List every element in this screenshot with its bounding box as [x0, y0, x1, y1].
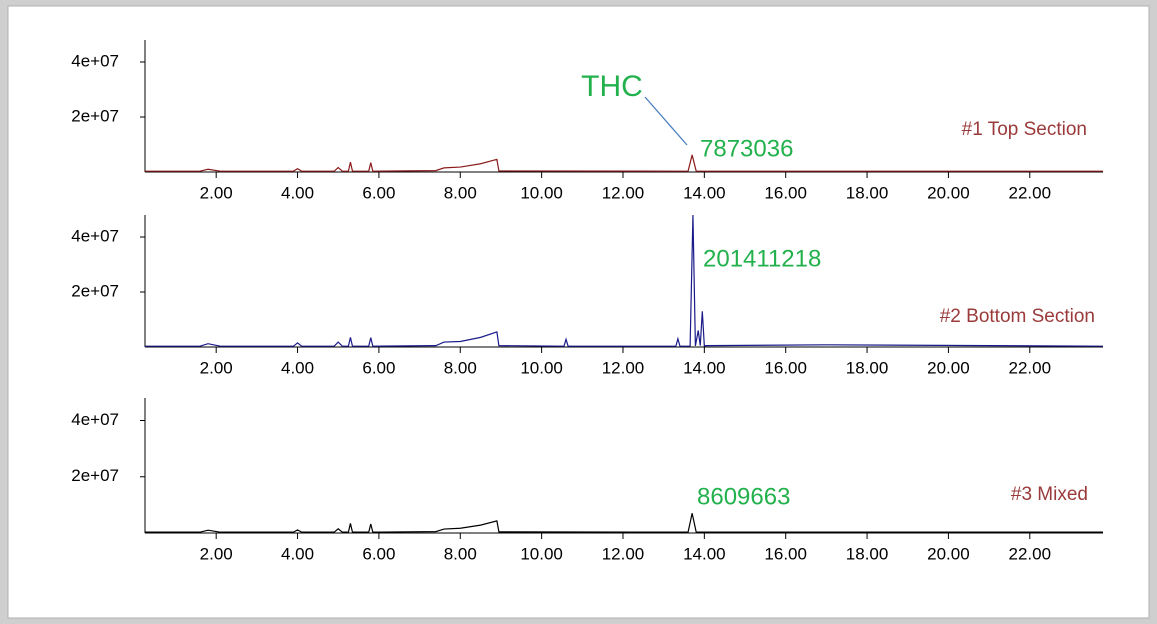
- x-tick-label: 12.00: [602, 544, 645, 563]
- x-tick-label: 16.00: [764, 183, 807, 202]
- x-tick-label: 2.00: [200, 544, 233, 563]
- x-tick-label: 20.00: [927, 358, 970, 377]
- y-tick-label: 4e+07: [71, 226, 119, 245]
- y-tick-label: 4e+07: [71, 410, 119, 429]
- x-tick-label: 16.00: [764, 544, 807, 563]
- x-tick-label: 16.00: [764, 358, 807, 377]
- x-tick-label: 6.00: [362, 183, 395, 202]
- trace: [145, 513, 1103, 533]
- x-tick-label: 8.00: [444, 183, 477, 202]
- y-tick-label: 2e+07: [71, 281, 119, 300]
- x-tick-label: 14.00: [683, 183, 726, 202]
- peak-area-label: 7873036: [700, 135, 793, 162]
- x-tick-label: 22.00: [1009, 358, 1052, 377]
- series-label: #1 Top Section: [962, 119, 1087, 140]
- peak-area-label: 201411218: [703, 245, 821, 272]
- peak-label: THC: [581, 70, 643, 103]
- x-tick-label: 8.00: [444, 358, 477, 377]
- x-tick-label: 18.00: [846, 183, 889, 202]
- x-tick-label: 20.00: [927, 183, 970, 202]
- x-tick-label: 10.00: [520, 183, 563, 202]
- x-tick-label: 22.00: [1009, 544, 1052, 563]
- y-tick-label: 2e+07: [71, 466, 119, 485]
- x-tick-label: 4.00: [281, 358, 314, 377]
- y-tick-label: 4e+07: [71, 51, 119, 70]
- trace: [145, 214, 1104, 347]
- trace: [145, 154, 1103, 172]
- x-tick-label: 8.00: [444, 544, 477, 563]
- x-tick-label: 20.00: [927, 544, 970, 563]
- x-tick-label: 4.00: [281, 544, 314, 563]
- x-tick-label: 6.00: [362, 358, 395, 377]
- x-tick-label: 10.00: [520, 358, 563, 377]
- series-label: #3 Mixed: [1011, 484, 1088, 505]
- x-tick-label: 22.00: [1009, 183, 1052, 202]
- y-tick-label: 2e+07: [71, 106, 119, 125]
- series-label: #2 Bottom Section: [940, 306, 1095, 327]
- leader-line: [644, 96, 688, 146]
- x-tick-label: 18.00: [846, 358, 889, 377]
- x-tick-label: 14.00: [683, 544, 726, 563]
- peak-area-label: 8609663: [697, 483, 790, 510]
- x-tick-label: 18.00: [846, 544, 889, 563]
- x-tick-label: 2.00: [200, 183, 233, 202]
- x-tick-label: 4.00: [281, 183, 314, 202]
- x-tick-label: 10.00: [520, 544, 563, 563]
- x-tick-label: 14.00: [683, 358, 726, 377]
- x-tick-label: 12.00: [602, 183, 645, 202]
- x-tick-label: 6.00: [362, 544, 395, 563]
- x-tick-label: 12.00: [602, 358, 645, 377]
- frame: [7, 5, 1150, 619]
- x-tick-label: 2.00: [200, 358, 233, 377]
